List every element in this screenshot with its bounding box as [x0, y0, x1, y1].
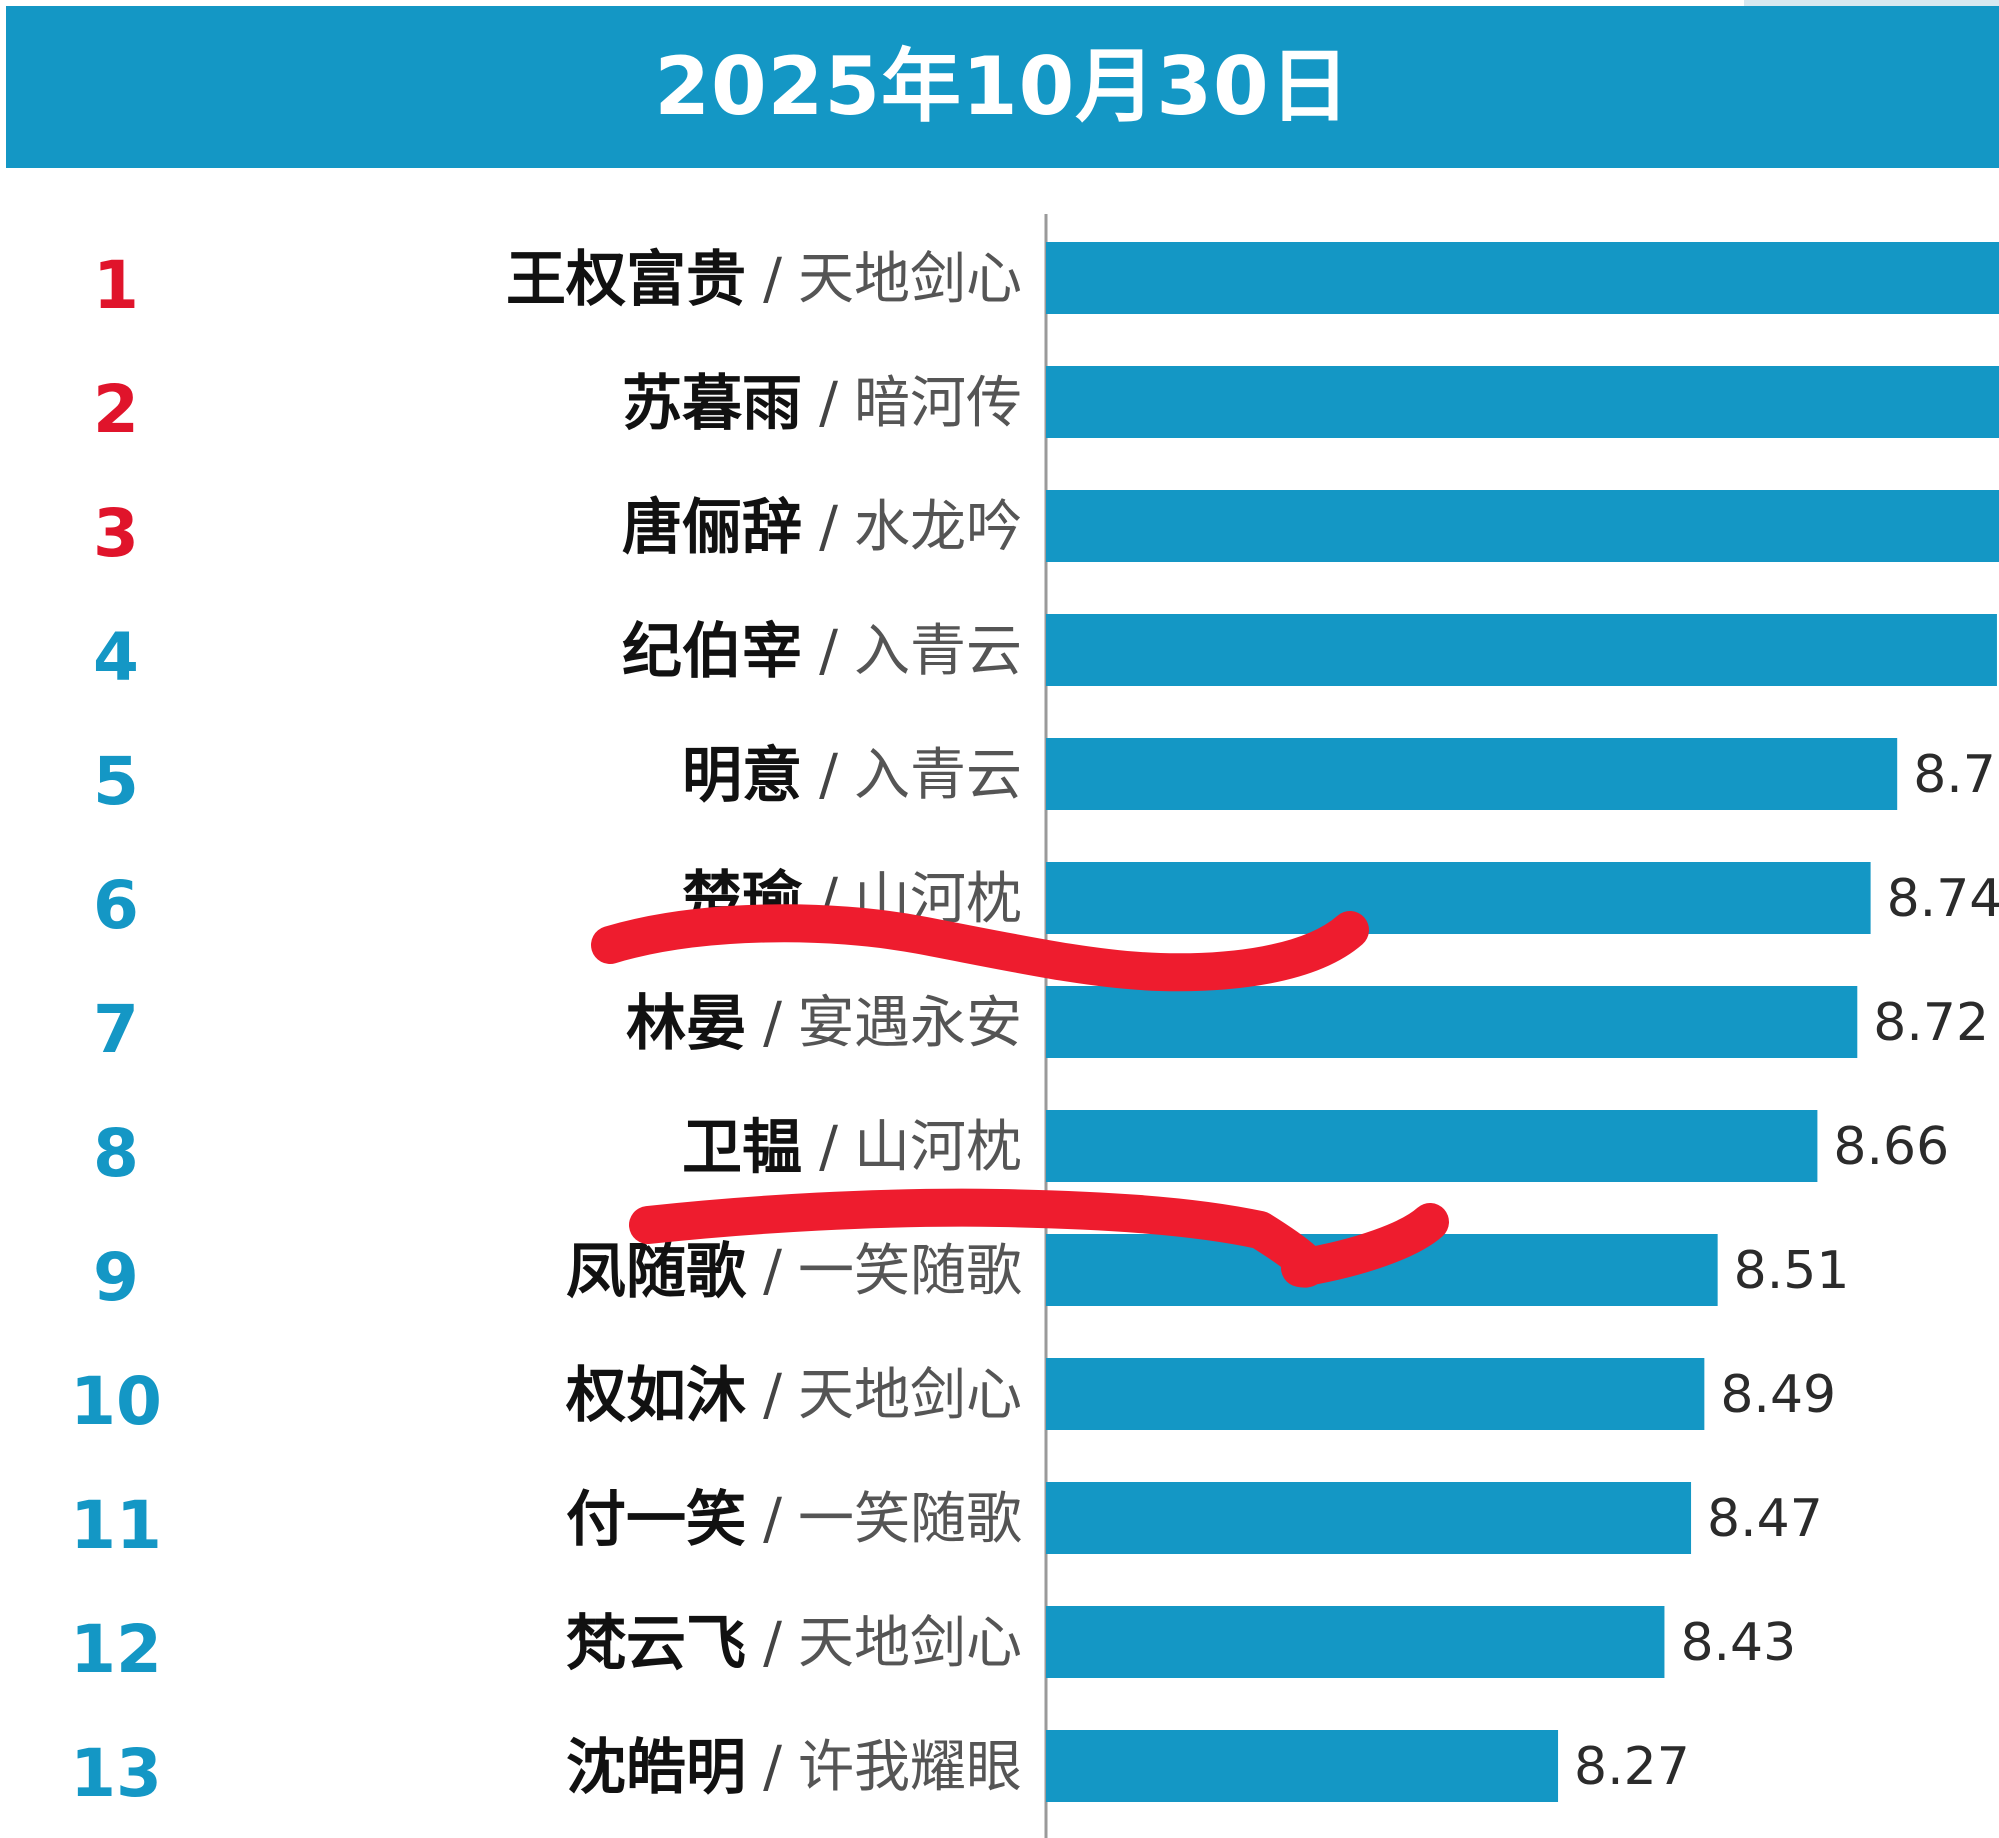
character-name: 明意 — [682, 741, 802, 811]
separator-slash: / — [819, 371, 838, 436]
ranking-rows: 1天地剑心/王权富贵9.132暗河传/苏暮雨9.073水龙吟/唐俪辞9.024入… — [70, 242, 1999, 1812]
show-title: 天地剑心 — [798, 1611, 1022, 1676]
rank-number: 13 — [70, 1735, 162, 1812]
character-name: 苏暮雨 — [622, 369, 802, 439]
rank-number: 11 — [70, 1487, 162, 1564]
ranking-row: 11 一笑随歌/ 付一笑 8.47 — [70, 1482, 1823, 1564]
separator-slash: / — [763, 247, 782, 312]
score-value-label: 8.51 — [1734, 1241, 1850, 1301]
red-marker-stroke-1 — [591, 904, 1369, 992]
rank-number: 4 — [93, 619, 139, 696]
date-header: 2025年10月30日 — [6, 6, 1999, 168]
character-name: 沈皓明 — [566, 1733, 746, 1803]
separator-slash: / — [763, 1487, 782, 1552]
character-name: 梵云飞 — [566, 1609, 746, 1679]
separator-slash: / — [763, 1239, 782, 1304]
separator-slash: / — [819, 495, 838, 560]
rank-number: 3 — [93, 495, 139, 572]
rank-number: 1 — [93, 247, 139, 324]
score-value-label: 8.72 — [1873, 993, 1989, 1053]
ranking-row: 9 一笑随歌/凤随歌 8.51 — [93, 1234, 1849, 1316]
score-bar — [1046, 242, 1999, 314]
score-bar — [1046, 738, 1898, 810]
score-bar — [1046, 1110, 1818, 1182]
score-value-label: 8.43 — [1680, 1613, 1796, 1673]
red-marker-strokes — [591, 904, 1449, 1288]
show-title: 水龙吟 — [854, 495, 1022, 560]
ranking-row: 13 许我耀眼/ 沈皓明 8.27 — [70, 1730, 1690, 1812]
separator-slash: / — [819, 1115, 838, 1180]
character-name: 凤随歌 — [566, 1237, 747, 1307]
rank-number: 5 — [93, 743, 139, 820]
show-title: 天地剑心 — [798, 247, 1022, 312]
header-date-title: 2025年10月30日 — [654, 40, 1351, 133]
ranking-row: 5 入青云/ 明意 8.78 — [93, 738, 1999, 820]
show-title: 一笑随歌 — [798, 1487, 1022, 1552]
score-bar — [1046, 1358, 1705, 1430]
top-edge-strip — [1744, 0, 1999, 6]
separator-slash: / — [763, 1363, 782, 1428]
show-title: 许我耀眼 — [798, 1735, 1022, 1800]
show-title: 山河枕 — [854, 1115, 1022, 1180]
show-title: 入青云 — [854, 743, 1022, 808]
rank-number: 2 — [93, 371, 139, 448]
show-title: 一笑随歌 — [798, 1239, 1022, 1304]
score-value-label: 8.49 — [1720, 1365, 1836, 1425]
red-marker-stroke-2 — [629, 1188, 1449, 1288]
separator-slash: / — [819, 743, 838, 808]
score-bar — [1046, 1606, 1665, 1678]
score-bar — [1046, 490, 1999, 562]
character-name: 权如沐 — [565, 1361, 746, 1431]
rank-number: 7 — [93, 991, 139, 1068]
show-title: 暗河传 — [854, 371, 1022, 436]
character-name: 林晏 — [626, 989, 746, 1059]
ranking-row: 7 宴遇永安/ 林晏 8.72 — [93, 986, 1989, 1068]
ranking-row: 8 山河枕/ 卫韫 8.66 — [93, 1110, 1949, 1192]
show-title: 宴遇永安 — [798, 991, 1022, 1056]
score-value-label: 8.47 — [1707, 1489, 1823, 1549]
character-name: 卫韫 — [682, 1113, 802, 1183]
score-bar — [1046, 862, 1871, 934]
rank-number: 10 — [70, 1363, 162, 1440]
ranking-row: 12 天地剑心/ 梵云飞 8.43 — [70, 1606, 1796, 1688]
character-name: 唐俪辞 — [622, 493, 802, 563]
show-title: 天地剑心 — [798, 1363, 1022, 1428]
rank-number: 12 — [70, 1611, 162, 1688]
score-value-label: 8.74 — [1887, 869, 1999, 929]
ranking-row: 6 山河枕/楚瑜 8.74 — [93, 862, 1999, 944]
rank-number: 9 — [93, 1239, 139, 1316]
score-bar — [1046, 986, 1858, 1058]
score-bar — [1046, 366, 1999, 438]
separator-slash: / — [763, 991, 782, 1056]
score-bar — [1046, 614, 1997, 686]
score-value-label: 8.27 — [1574, 1737, 1690, 1797]
rank-number: 8 — [93, 1115, 139, 1192]
character-name: 纪伯宰 — [622, 617, 802, 687]
separator-slash: / — [763, 1735, 782, 1800]
separator-slash: / — [763, 1611, 782, 1676]
score-value-label: 8.78 — [1913, 745, 1999, 805]
separator-slash: / — [819, 619, 838, 684]
score-bar — [1046, 1730, 1559, 1802]
character-name: 付一笑 — [566, 1485, 746, 1555]
character-name: 王权富贵 — [506, 245, 746, 315]
show-title: 入青云 — [854, 619, 1022, 684]
rank-number: 6 — [93, 867, 139, 944]
ranking-row: 10 天地剑心/ 权如沐 8.49 — [70, 1358, 1836, 1440]
score-bar — [1046, 1482, 1692, 1554]
score-value-label: 8.66 — [1833, 1117, 1949, 1177]
